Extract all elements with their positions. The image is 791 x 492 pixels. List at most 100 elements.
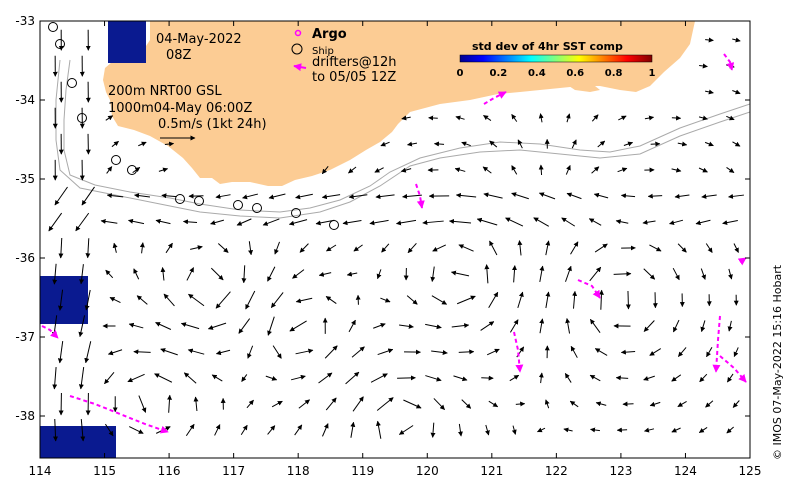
current-vector [403, 399, 422, 409]
colorbar [459, 54, 653, 63]
current-vector [186, 267, 194, 281]
current-vector [190, 245, 203, 251]
time-label: 08Z [166, 48, 192, 63]
drifter-legend-line2: to 05/05 12Z [312, 70, 396, 85]
current-vector [539, 265, 545, 283]
current-vector [290, 374, 306, 381]
current-vector [240, 424, 248, 436]
current-vector [373, 322, 386, 329]
current-vector [395, 219, 417, 226]
current-vector [160, 348, 178, 356]
colorbar-title: std dev of 4hr SST comp [472, 40, 623, 53]
sst-std-patch-southwest [40, 426, 116, 458]
current-vector [617, 167, 628, 173]
current-vector [647, 193, 663, 199]
current-vector [733, 347, 739, 358]
y-tick-label: -37 [15, 330, 35, 344]
ship-track [48, 22, 339, 230]
drifter-track [719, 355, 747, 383]
current-vector [677, 141, 688, 147]
x-tick-label: 117 [222, 464, 245, 478]
colorbar-tick-label: 0.8 [605, 68, 623, 79]
current-vector [81, 186, 95, 206]
current-vector [643, 375, 655, 381]
current-vector [453, 375, 468, 382]
current-vector [538, 113, 544, 123]
current-vector [128, 322, 144, 329]
current-vector [53, 418, 59, 442]
current-vector [193, 396, 199, 412]
current-vector [407, 242, 417, 254]
valid-time-label: 1000m04-May 06:00Z [108, 101, 252, 116]
current-vector [618, 115, 627, 121]
current-vector [79, 264, 85, 285]
current-vector [515, 401, 526, 407]
colorbar-tick-label: 0 [457, 68, 464, 79]
current-vector [377, 348, 394, 356]
current-vector [589, 266, 602, 282]
x-tick-label: 125 [739, 464, 762, 478]
ship-marker [48, 22, 58, 32]
current-vector [381, 243, 390, 253]
ship-marker [55, 39, 65, 49]
current-vector [511, 425, 517, 435]
argo-legend-icon [294, 29, 302, 37]
current-vector [517, 139, 523, 149]
current-vector [161, 193, 177, 199]
current-vector [594, 243, 608, 253]
x-tick-label: 115 [93, 464, 116, 478]
current-vector [698, 167, 708, 173]
current-vector [698, 115, 708, 121]
current-vector [613, 271, 632, 277]
current-vector [481, 375, 494, 381]
current-vector [597, 140, 606, 148]
current-vector [544, 399, 550, 409]
current-vector [241, 265, 247, 284]
current-vector [155, 322, 172, 330]
current-vector [538, 164, 544, 176]
current-vector [728, 268, 733, 280]
current-vector [167, 394, 172, 413]
current-vector [457, 423, 463, 437]
current-vector [248, 241, 254, 256]
current-vector [671, 167, 682, 173]
current-vector [572, 290, 578, 309]
current-vector [722, 220, 738, 226]
current-vector [671, 427, 681, 433]
current-vector [217, 243, 229, 253]
current-vector [215, 291, 231, 309]
drifter-tracks [41, 53, 747, 434]
current-vector [509, 374, 520, 382]
current-vector [649, 244, 662, 252]
current-vector [52, 366, 58, 390]
current-vector [726, 426, 734, 434]
current-vector [450, 270, 470, 277]
current-vector [369, 219, 389, 226]
ship-legend-label: Ship [312, 46, 334, 57]
ship-legend-icon [291, 43, 303, 55]
current-vector [483, 192, 503, 199]
current-vector [705, 400, 714, 408]
current-vector [565, 265, 572, 282]
current-vector [594, 348, 608, 356]
current-vector [538, 192, 556, 200]
current-vector [425, 323, 442, 330]
current-vector [456, 295, 476, 305]
current-vector [57, 289, 64, 311]
contour-200m [63, 59, 750, 213]
current-vector [105, 115, 114, 121]
current-vector [370, 373, 388, 383]
current-vector [726, 373, 734, 383]
ship-marker [175, 194, 185, 204]
current-vector [674, 193, 690, 199]
current-vector [342, 220, 362, 226]
current-vector [245, 290, 256, 310]
ship-marker [329, 220, 339, 230]
current-vector [270, 292, 284, 308]
current-vector [695, 219, 711, 226]
x-tick-label: 123 [609, 464, 632, 478]
x-tick-label: 124 [674, 464, 697, 478]
ship-marker [67, 78, 77, 88]
current-vector [489, 240, 498, 256]
